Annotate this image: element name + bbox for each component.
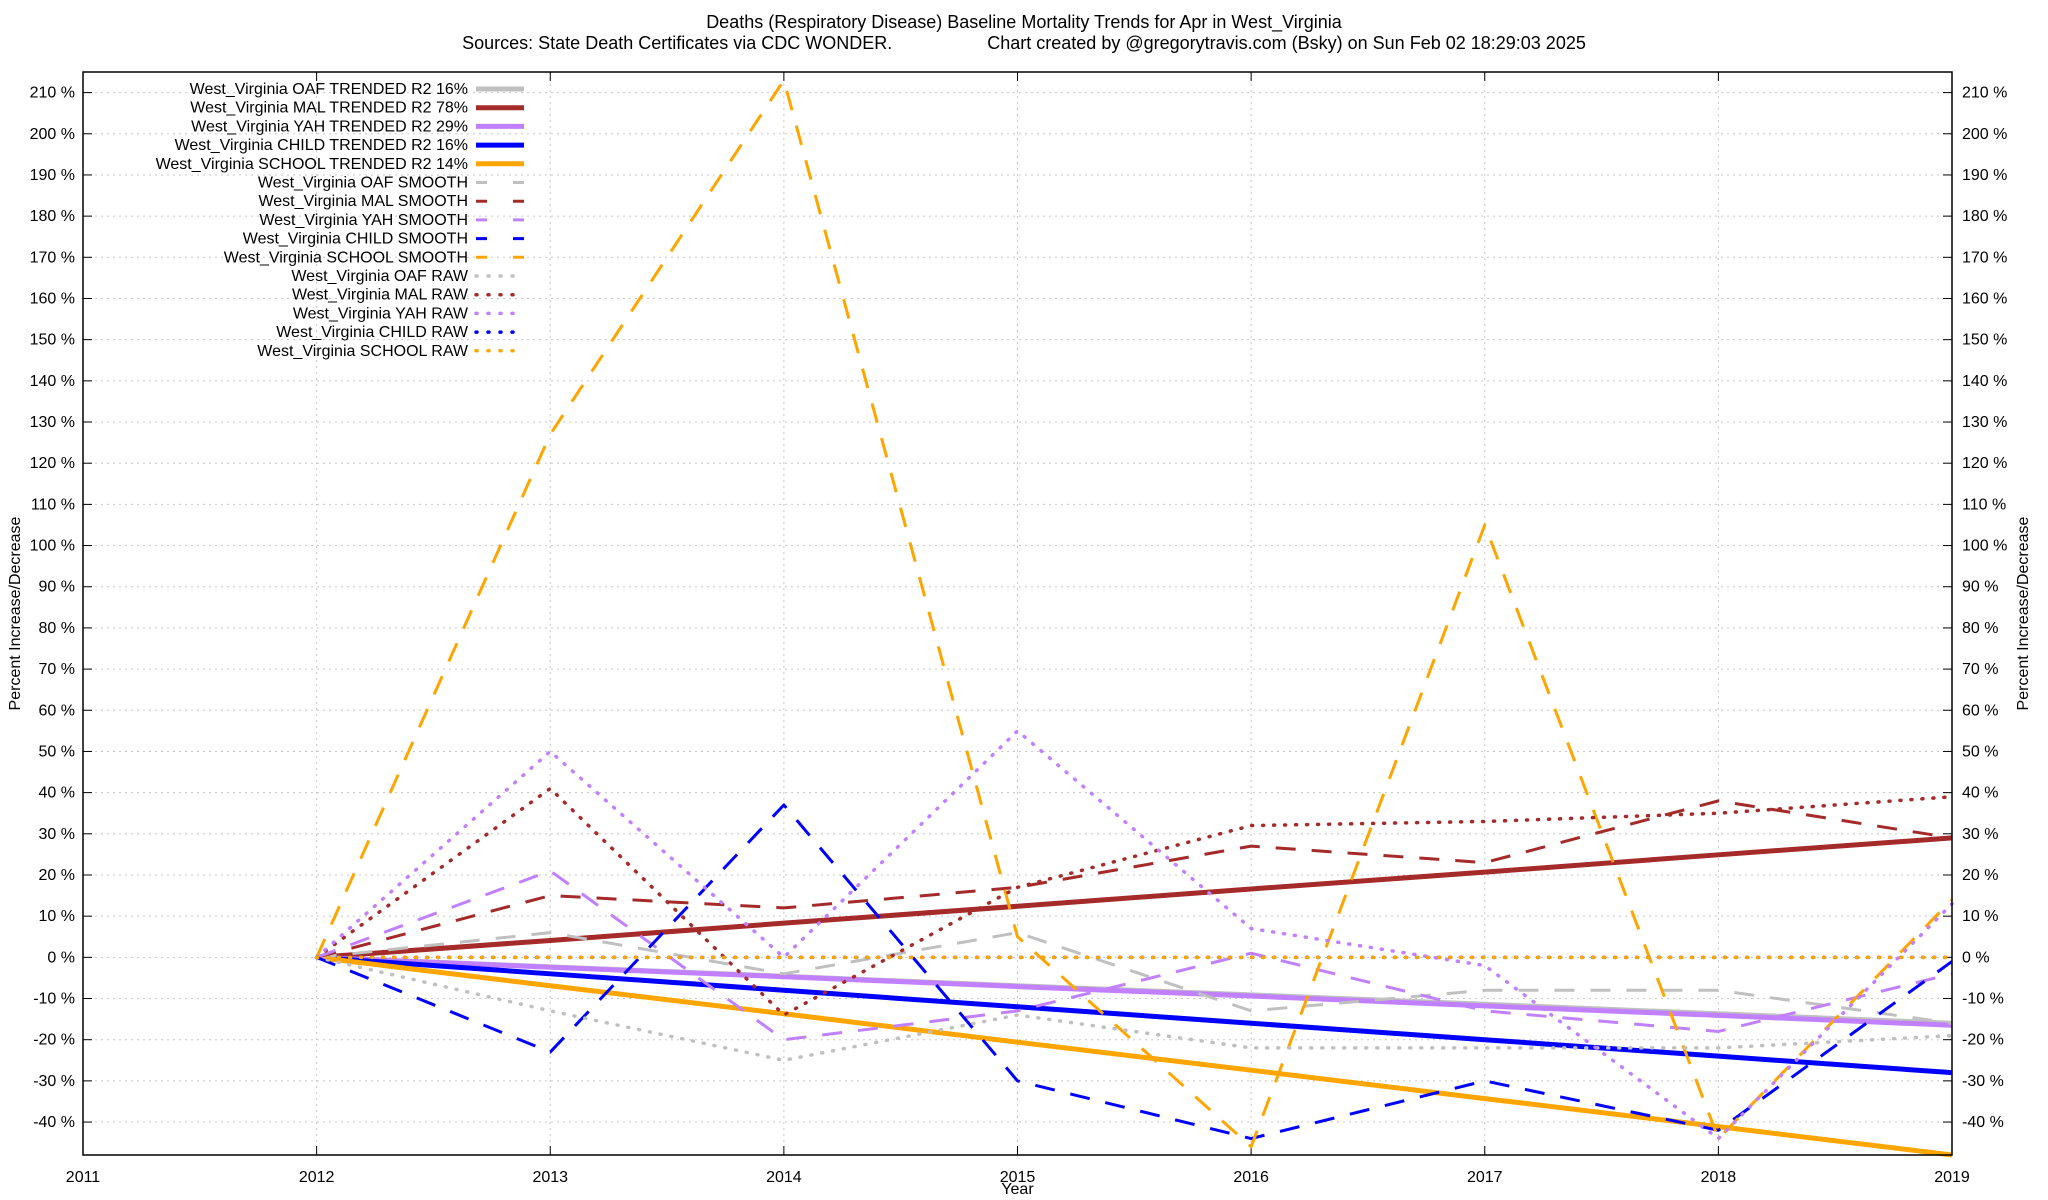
y-tick-label: 80 % xyxy=(39,620,75,637)
y2-axis-label: Percent Increase/Decrease xyxy=(2015,516,2032,710)
y-axis-label: Percent Increase/Decrease xyxy=(7,516,24,710)
x-tick-label: 2011 xyxy=(66,1169,101,1186)
chart-title: Deaths (Respiratory Disease) Baseline Mo… xyxy=(706,12,1342,32)
legend-label: West_Virginia SCHOOL SMOOTH xyxy=(224,249,468,266)
x-tick-label: 2015 xyxy=(1000,1169,1036,1186)
y2-tick-label: 50 % xyxy=(1962,743,1998,760)
y2-tick-label: 150 % xyxy=(1962,332,2007,349)
y-tick-label: 190 % xyxy=(30,167,75,184)
y2-tick-label: 190 % xyxy=(1962,167,2007,184)
y-tick-label: 50 % xyxy=(39,743,75,760)
y2-tick-label: 90 % xyxy=(1962,579,1998,596)
legend-label: West_Virginia SCHOOL RAW xyxy=(257,343,469,360)
y-tick-label: -30 % xyxy=(33,1073,75,1090)
y-tick-label: 170 % xyxy=(30,249,75,266)
x-tick-label: 2013 xyxy=(532,1169,568,1186)
y2-tick-label: 30 % xyxy=(1962,826,1998,843)
legend-label: West_Virginia OAF TRENDED R2 16% xyxy=(190,81,468,98)
y-tick-label: 70 % xyxy=(39,661,75,678)
y-tick-label: 20 % xyxy=(39,867,75,884)
y-tick-label: 90 % xyxy=(39,579,75,596)
plot-border xyxy=(82,71,1953,1156)
y2-tick-label: 180 % xyxy=(1962,208,2007,225)
series-line-9 xyxy=(316,803,1953,1141)
y-tick-label: 40 % xyxy=(39,785,75,802)
series-line-2 xyxy=(316,835,1953,960)
y-tick-label: 150 % xyxy=(30,332,75,349)
legend-label: West_Virginia SCHOOL TRENDED R2 14% xyxy=(156,156,468,173)
y-tick-label: 130 % xyxy=(30,414,75,431)
series-line-4 xyxy=(316,954,1953,1076)
series-line-7 xyxy=(316,799,1953,959)
legend-label: West_Virginia YAH RAW xyxy=(293,305,469,322)
y-tick-label: 140 % xyxy=(30,373,75,390)
y-tick-label: -20 % xyxy=(33,1032,75,1049)
y2-tick-label: 80 % xyxy=(1962,620,1998,637)
y2-tick-label: -30 % xyxy=(1962,1073,2004,1090)
legend-label: West_Virginia MAL SMOOTH xyxy=(258,193,468,210)
y2-tick-label: 20 % xyxy=(1962,867,1998,884)
y2-tick-label: -40 % xyxy=(1962,1114,2004,1131)
y-tick-label: 30 % xyxy=(39,826,75,843)
x-tick-label: 2018 xyxy=(1701,1169,1737,1186)
y2-tick-label: -20 % xyxy=(1962,1032,2004,1049)
y2-tick-label: 160 % xyxy=(1962,290,2007,307)
x-tick-label: 2019 xyxy=(1934,1169,1970,1186)
legend-label: West_Virginia OAF RAW xyxy=(291,268,469,285)
legend-label: West_Virginia YAH TRENDED R2 29% xyxy=(191,118,468,135)
y2-tick-label: 170 % xyxy=(1962,249,2007,266)
legend-label: West_Virginia MAL TRENDED R2 78% xyxy=(190,100,468,117)
y-tick-label: 60 % xyxy=(39,702,75,719)
series-line-6 xyxy=(316,931,1953,1025)
y-tick-label: -40 % xyxy=(33,1114,75,1131)
y-tick-label: 110 % xyxy=(31,496,75,513)
y2-tick-label: 100 % xyxy=(1962,538,2007,555)
legend-label: West_Virginia MAL RAW xyxy=(292,287,469,304)
sources-text: Sources: State Death Certificates via CD… xyxy=(462,33,893,53)
legend-label: West_Virginia CHILD RAW xyxy=(276,324,469,341)
x-tick-label: 2017 xyxy=(1467,1169,1503,1186)
y-tick-label: 10 % xyxy=(39,908,75,925)
series-line-3 xyxy=(316,954,1953,1028)
series-line-12 xyxy=(314,786,1954,1017)
y2-tick-label: 110 % xyxy=(1962,496,2006,513)
series-line-8 xyxy=(316,869,1953,1042)
legend-label: West_Virginia OAF SMOOTH xyxy=(258,175,468,192)
y2-tick-label: 40 % xyxy=(1962,785,1998,802)
y2-tick-label: 0 % xyxy=(1962,949,1990,966)
x-tick-label: 2014 xyxy=(766,1169,802,1186)
y2-tick-label: -10 % xyxy=(1962,991,2004,1008)
series-line-11 xyxy=(314,955,1954,1063)
y2-tick-label: 60 % xyxy=(1962,702,1998,719)
y-tick-label: 200 % xyxy=(30,126,75,143)
x-tick-label: 2012 xyxy=(299,1169,335,1186)
y-tick-label: 210 % xyxy=(30,85,75,102)
y-tick-label: 160 % xyxy=(30,290,75,307)
y2-tick-label: 130 % xyxy=(1962,414,2007,431)
y2-tick-label: 210 % xyxy=(1962,85,2007,102)
x-tick-label: 2016 xyxy=(1233,1169,1269,1186)
y2-tick-label: 70 % xyxy=(1962,661,1998,678)
y2-tick-label: 120 % xyxy=(1962,455,2007,472)
credit-text: Chart created by @gregorytravis.com (Bsk… xyxy=(987,33,1586,53)
y-tick-label: -10 % xyxy=(33,991,75,1008)
chart-subtitle: Sources: State Death Certificates via CD… xyxy=(0,33,2048,54)
y2-tick-label: 200 % xyxy=(1962,126,2007,143)
y-tick-label: 0 % xyxy=(47,949,75,966)
legend-label: West_Virginia YAH SMOOTH xyxy=(259,212,468,229)
legend-label: West_Virginia CHILD SMOOTH xyxy=(243,231,468,248)
y-tick-label: 180 % xyxy=(30,208,75,225)
y-tick-label: 100 % xyxy=(30,538,75,555)
x-axis-label: Year xyxy=(1001,1181,1034,1198)
y-tick-label: 120 % xyxy=(30,455,75,472)
legend-label: West_Virginia CHILD TRENDED R2 16% xyxy=(175,137,468,154)
y2-tick-label: 10 % xyxy=(1962,908,1998,925)
y2-tick-label: 140 % xyxy=(1962,373,2007,390)
series-line-13 xyxy=(314,729,1954,1141)
